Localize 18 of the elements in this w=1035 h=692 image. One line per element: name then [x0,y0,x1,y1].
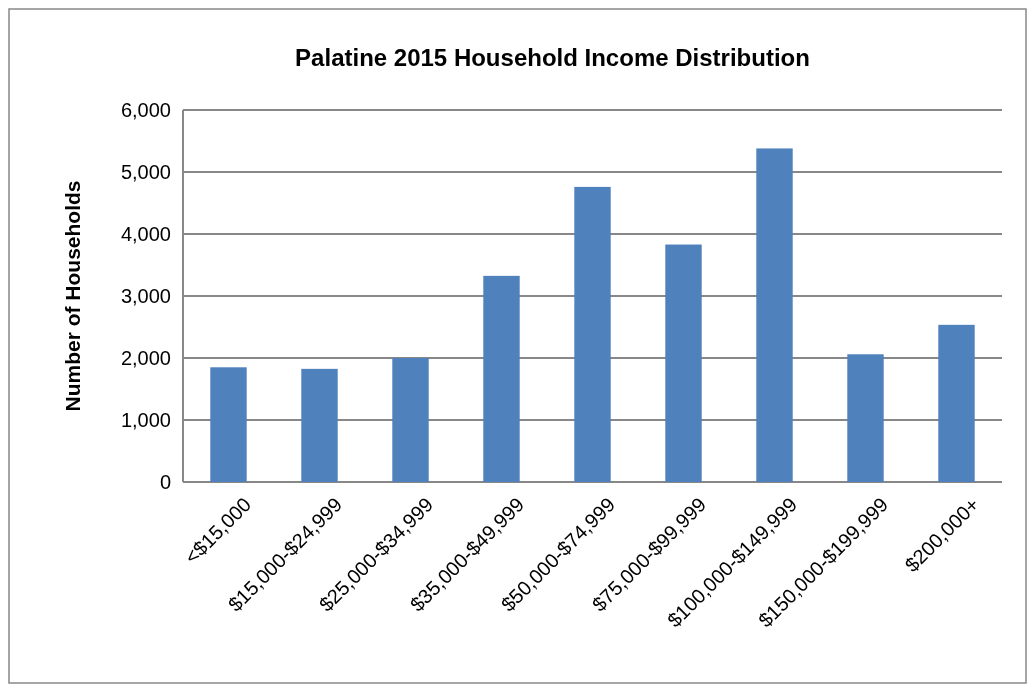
y-tick-label: 4,000 [120,223,171,245]
bar [847,354,884,482]
bar [574,186,611,482]
y-axis-title: Number of Households [61,180,84,412]
y-tick-label: 0 [159,471,171,493]
bar [483,275,520,482]
chart-title: Palatine 2015 Household Income Distribution [295,44,810,71]
bar [938,324,975,482]
bar [665,244,702,482]
bar [756,148,793,482]
bar [210,367,247,482]
bar [301,368,338,482]
y-tick-label: 3,000 [120,285,171,307]
y-tick-label: 1,000 [120,409,171,431]
y-tick-label: 2,000 [120,347,171,369]
y-tick-label: 6,000 [120,99,171,121]
bar [392,358,429,482]
y-tick-label: 5,000 [120,161,171,183]
